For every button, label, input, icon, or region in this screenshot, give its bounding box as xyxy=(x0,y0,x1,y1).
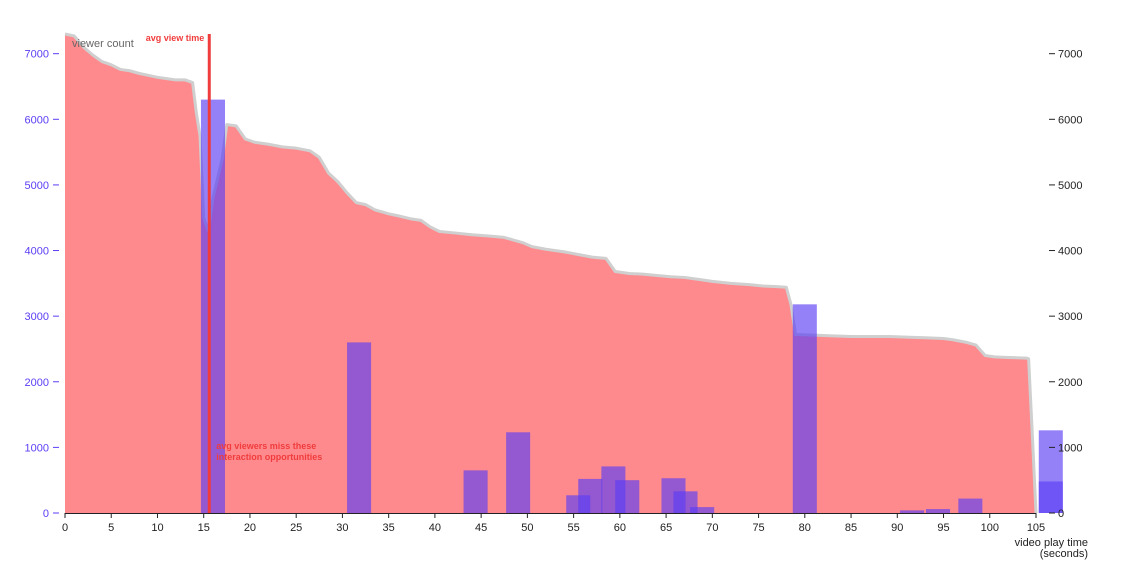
right-y-tick-label: 3000 xyxy=(1058,311,1082,323)
left-y-tick-label: 3000 xyxy=(25,311,49,323)
x-tick-label: 25 xyxy=(290,522,302,534)
x-tick-label: 60 xyxy=(614,522,626,534)
right-y-tick-label: 5000 xyxy=(1058,180,1082,192)
x-tick-label: 90 xyxy=(891,522,903,534)
left-y-tick-label: 6000 xyxy=(25,114,49,126)
interaction-bar xyxy=(578,478,603,513)
interaction-bar xyxy=(347,342,372,513)
interaction-bar xyxy=(792,304,817,513)
right-y-tick-label: 4000 xyxy=(1058,246,1082,258)
interaction-bar xyxy=(690,507,715,513)
annotations-layer: viewer count avg view time avg viewers mis… xyxy=(72,33,322,513)
viewer-count-line xyxy=(64,32,1038,514)
left-y-tick-label: 1000 xyxy=(25,442,49,454)
interaction-bar xyxy=(958,498,983,513)
axes-layer: 0 5 10 15 20 25 30 35 40 45 50 55 60 65 70 75 80 85 90 95 10… xyxy=(25,49,1088,560)
interaction-bar xyxy=(200,99,225,513)
x-tick-label: 40 xyxy=(429,522,441,534)
right-y-tick-label: 1000 xyxy=(1058,442,1082,454)
left-y-tick-label: 5000 xyxy=(25,180,49,192)
x-tick-label: 50 xyxy=(521,522,533,534)
x-tick-label: 80 xyxy=(799,522,811,534)
x-tick-label: 85 xyxy=(845,522,857,534)
interaction-bar xyxy=(1038,481,1063,513)
x-tick-label: 15 xyxy=(198,522,210,534)
right-y-tick-label: 7000 xyxy=(1058,49,1082,61)
x-tick-label: 65 xyxy=(660,522,672,534)
x-axis-title: video play time xyxy=(1015,537,1088,549)
right-y-tick-label: 6000 xyxy=(1058,114,1082,126)
interaction-bar xyxy=(900,510,925,513)
x-tick-label: 0 xyxy=(62,522,68,534)
left-y-tick-label: 2000 xyxy=(25,377,49,389)
interaction-bar xyxy=(463,470,488,513)
x-tick-label: 70 xyxy=(706,522,718,534)
x-tick-label: 55 xyxy=(567,522,579,534)
x-axis-title-unit: (seconds) xyxy=(1040,548,1088,560)
x-tick-label: 35 xyxy=(383,522,395,534)
left-y-tick-label: 0 xyxy=(43,508,49,520)
series-label: viewer count xyxy=(72,38,134,50)
interaction-bar xyxy=(925,509,950,513)
x-tick-label: 20 xyxy=(244,522,256,534)
interaction-bars-layer xyxy=(200,99,1063,513)
x-tick-label: 10 xyxy=(151,522,163,534)
right-y-tick-label: 2000 xyxy=(1058,377,1082,389)
left-y-tick-label: 4000 xyxy=(25,246,49,258)
interaction-bar xyxy=(615,480,640,513)
x-tick-label: 105 xyxy=(1027,522,1045,534)
x-tick-label: 100 xyxy=(981,522,999,534)
avg-view-time-label: avg view time xyxy=(146,33,205,43)
annotation-line-2: interaction opportunities xyxy=(216,452,322,462)
x-tick-label: 5 xyxy=(108,522,114,534)
x-tick-label: 75 xyxy=(752,522,764,534)
right-y-tick-label: 0 xyxy=(1058,508,1064,520)
x-tick-label: 95 xyxy=(937,522,949,534)
left-y-tick-label: 7000 xyxy=(25,49,49,61)
interaction-bar xyxy=(506,432,531,513)
annotation-line-1: avg viewers miss these xyxy=(216,441,316,451)
x-tick-label: 30 xyxy=(336,522,348,534)
x-tick-label: 45 xyxy=(475,522,487,534)
